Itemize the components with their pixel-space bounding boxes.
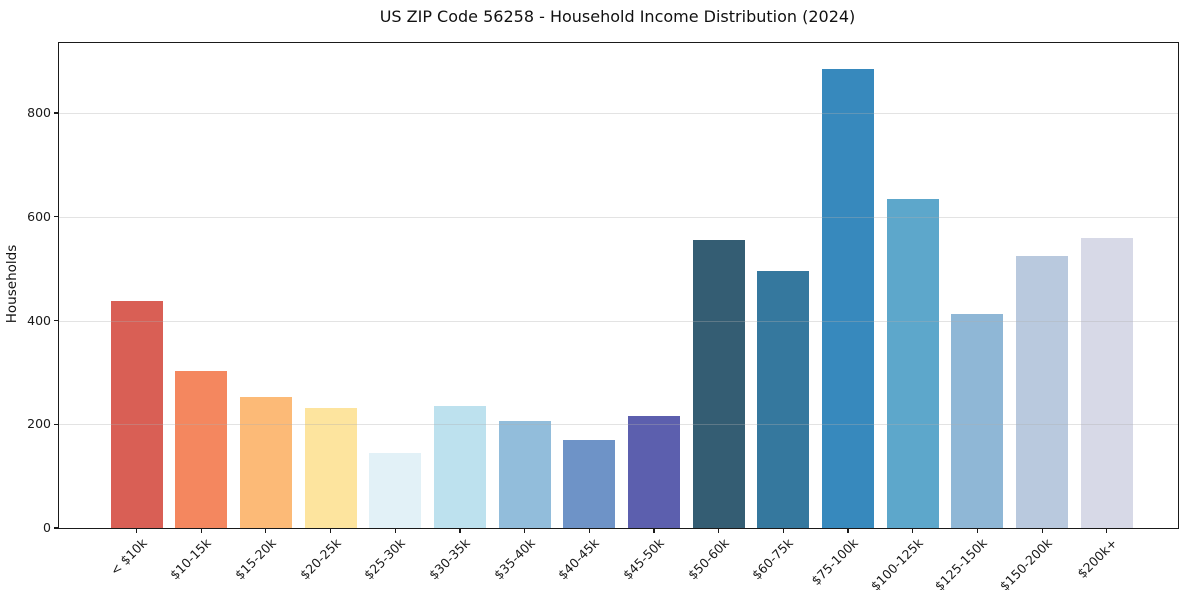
x-tick-mark (135, 528, 138, 533)
x-tick-label: $200k+ (1074, 535, 1120, 581)
x-tick-label: $50-60k (684, 535, 732, 583)
y-tick-label: 200 (27, 416, 51, 432)
chart-title: US ZIP Code 56258 - Household Income Dis… (379, 7, 856, 26)
x-tick-label: $150-200k (996, 535, 1056, 590)
bar-4 (369, 452, 422, 528)
y-tick-mark (54, 216, 59, 218)
gridline-400 (59, 320, 1178, 322)
x-tick-label: $75-100k (808, 535, 861, 588)
x-tick-label: $20-25k (296, 535, 344, 583)
bar-1 (175, 370, 228, 528)
bar-9 (692, 239, 745, 528)
bar-3 (304, 407, 357, 528)
bar-2 (239, 396, 292, 528)
x-tick-label: $60-75k (749, 535, 797, 583)
y-tick-label: 600 (27, 208, 51, 224)
bar-11 (822, 69, 875, 528)
bar-7 (563, 439, 616, 528)
bar-8 (628, 416, 681, 528)
x-tick-mark (394, 528, 396, 533)
x-tick-mark (265, 528, 267, 533)
x-tick-mark (1041, 528, 1043, 533)
x-tick-mark (459, 528, 461, 533)
x-tick-label: $40-45k (555, 535, 603, 583)
x-tick-mark (588, 528, 590, 533)
x-tick-mark (782, 528, 784, 533)
x-tick-mark (1106, 528, 1108, 533)
x-tick-mark (524, 528, 526, 533)
y-tick-mark (54, 423, 59, 425)
y-tick-label: 800 (27, 105, 51, 121)
x-tick-label: $100-125k (867, 535, 926, 590)
y-axis-label: Households (4, 244, 20, 324)
bar-13 (951, 314, 1004, 528)
gridline-800 (59, 113, 1178, 115)
x-tick-label: $10-15k (167, 535, 215, 583)
bar-14 (1016, 256, 1069, 528)
bar-12 (886, 198, 939, 528)
x-tick-label: $25-30k (361, 535, 409, 583)
x-tick-mark (718, 528, 720, 533)
x-tick-mark (653, 528, 655, 533)
x-tick-mark (912, 528, 914, 533)
y-tick-mark (54, 527, 59, 529)
bar-5 (433, 405, 486, 528)
x-tick-label: $125-150k (932, 535, 991, 590)
x-tick-label: < $10k (106, 535, 150, 579)
plot-area: 0 200 400 600 800 < $10k $10-15k $15-20k $20-25k… (27, 42, 1179, 590)
bar-15 (1080, 238, 1133, 528)
x-tick-label: $15-20k (231, 535, 279, 583)
y-tick-mark (54, 112, 59, 114)
x-tick-mark (847, 528, 849, 533)
x-tick-label: $45-50k (619, 535, 667, 583)
x-tick-mark (329, 528, 332, 533)
y-tick-mark (54, 319, 59, 322)
x-tick-label: $35-40k (490, 535, 538, 583)
bar-10 (757, 271, 810, 528)
y-tick-label: 400 (27, 312, 51, 328)
x-tick-label: $30-35k (425, 535, 473, 583)
bar-0 (110, 300, 163, 528)
y-tick-label: 0 (43, 520, 51, 535)
bar-6 (498, 420, 551, 528)
gridline-600 (59, 216, 1178, 218)
x-tick-mark (976, 528, 979, 533)
x-tick-mark (200, 528, 202, 533)
